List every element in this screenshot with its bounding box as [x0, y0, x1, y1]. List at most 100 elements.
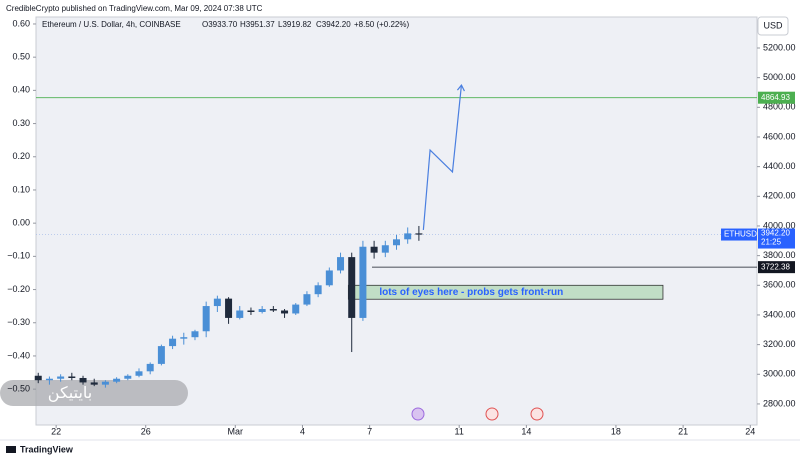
- currency[interactable]: USD: [763, 20, 783, 30]
- y-tick-label: 3000.00: [763, 369, 796, 379]
- event-icon[interactable]: [485, 407, 499, 421]
- candle-body: [213, 298, 221, 307]
- candle-body: [236, 310, 244, 318]
- candle-body: [225, 298, 233, 318]
- candle-body: [381, 245, 389, 253]
- candle-body: [113, 378, 121, 382]
- y-tick-label: 4400.00: [763, 161, 796, 171]
- price-change: +8.50 (+0.22%): [354, 20, 409, 29]
- y-tick-label: 3400.00: [763, 309, 796, 319]
- event-icon[interactable]: [411, 407, 425, 421]
- candle-body: [247, 310, 255, 312]
- ohlc-value: O3933.70: [202, 20, 238, 29]
- level-tag: [758, 261, 795, 274]
- candle-body: [314, 285, 322, 295]
- countdown-label: 21:25: [761, 238, 782, 247]
- y-tick-label: 4000.00: [763, 220, 796, 230]
- x-tick-label: 26: [141, 426, 151, 436]
- candle-body: [292, 304, 300, 314]
- candle-body: [348, 257, 356, 318]
- candle-body: [45, 378, 53, 381]
- x-tick-label: 7: [367, 426, 372, 436]
- brand: TradingView: [20, 444, 74, 454]
- projection-line: [422, 85, 463, 231]
- candle-body: [169, 338, 177, 347]
- candle-body: [135, 371, 143, 376]
- publisher: CredibleCrypto published on TradingView.…: [6, 4, 263, 13]
- ohlc-value: C3942.20: [316, 20, 351, 29]
- candle-body: [34, 375, 42, 381]
- candle-body: [101, 381, 109, 385]
- ohlc-value: H3951.37: [240, 20, 275, 29]
- ohlc-value: L3919.82: [278, 20, 312, 29]
- y-tick-label: 5200.00: [763, 42, 796, 52]
- x-tick-label: 14: [521, 426, 531, 436]
- candle-body: [303, 294, 311, 305]
- candle-body: [325, 270, 333, 286]
- candle-body: [337, 257, 345, 271]
- y2-tick-label: −0.20: [7, 284, 30, 294]
- y2-tick-label: 0.60: [12, 18, 30, 28]
- candle-body: [393, 239, 400, 246]
- candle-body: [191, 331, 199, 338]
- x-tick-label: 18: [611, 426, 621, 436]
- x-tick-label: Mar: [228, 426, 244, 436]
- candle-body: [146, 363, 154, 372]
- candle-body: [79, 377, 87, 383]
- y2-tick-label: −0.40: [7, 350, 30, 360]
- candle-body: [90, 382, 98, 385]
- candle-body: [370, 246, 378, 253]
- watermark-pill: [0, 380, 188, 406]
- x-tick-label: 21: [678, 426, 688, 436]
- price-label: 3942.20: [761, 229, 790, 238]
- candle-body: [359, 246, 367, 318]
- level-tag: [758, 91, 795, 104]
- y-tick-label: 4200.00: [763, 191, 796, 201]
- candle-body: [281, 310, 289, 314]
- candle-body: [68, 376, 76, 378]
- projection-arrow: [456, 83, 465, 92]
- candle-body: [124, 375, 132, 379]
- symbol-label: ETHUSD: [724, 230, 757, 239]
- candle-body: [404, 233, 412, 240]
- y-tick-label: 4800.00: [763, 102, 796, 112]
- level-label: 3722.38: [761, 262, 790, 271]
- y2-tick-label: −0.10: [7, 251, 30, 261]
- x-tick-label: 24: [745, 426, 755, 436]
- y2-tick-label: 0.40: [12, 85, 30, 95]
- event-icon[interactable]: [530, 407, 544, 421]
- candle-body: [415, 233, 423, 235]
- y-tick-label: 3600.00: [763, 280, 796, 290]
- y2-tick-label: 0.30: [12, 118, 30, 128]
- y-tick-label: 3800.00: [763, 250, 796, 260]
- plot-area: [35, 16, 758, 426]
- symbol-tag: [721, 228, 757, 241]
- y-tick-label: 2800.00: [763, 398, 796, 408]
- y2-tick-label: −0.50: [7, 384, 30, 394]
- y2-tick-label: −0.30: [7, 317, 30, 327]
- price-tag: [758, 228, 795, 249]
- zone-text: lots of eyes here - probs gets front-run: [379, 287, 563, 298]
- watermark: بایتیکن: [48, 385, 92, 403]
- candle-body: [258, 309, 266, 312]
- candle-body: [180, 337, 188, 339]
- candle-body: [157, 346, 165, 364]
- level-label: 4864.93: [761, 93, 790, 102]
- y2-tick-label: 0.20: [12, 151, 30, 161]
- y2-tick-label: 0.00: [12, 218, 30, 228]
- candle-body: [269, 309, 277, 311]
- y2-tick-label: 0.50: [12, 52, 30, 62]
- x-tick-label: 11: [455, 426, 464, 436]
- currency-button[interactable]: [757, 16, 789, 36]
- y2-tick-label: 0.10: [12, 184, 30, 194]
- candle-body: [202, 306, 210, 332]
- symbol: Ethereum / U.S. Dollar, 4h, COINBASE: [42, 20, 181, 29]
- x-tick-label: 4: [300, 426, 305, 436]
- y-tick-label: 3200.00: [763, 339, 796, 349]
- brand-logo: [6, 446, 16, 453]
- x-tick-label: 22: [51, 426, 61, 436]
- y-tick-label: 4600.00: [763, 131, 796, 141]
- candle-body: [57, 376, 65, 379]
